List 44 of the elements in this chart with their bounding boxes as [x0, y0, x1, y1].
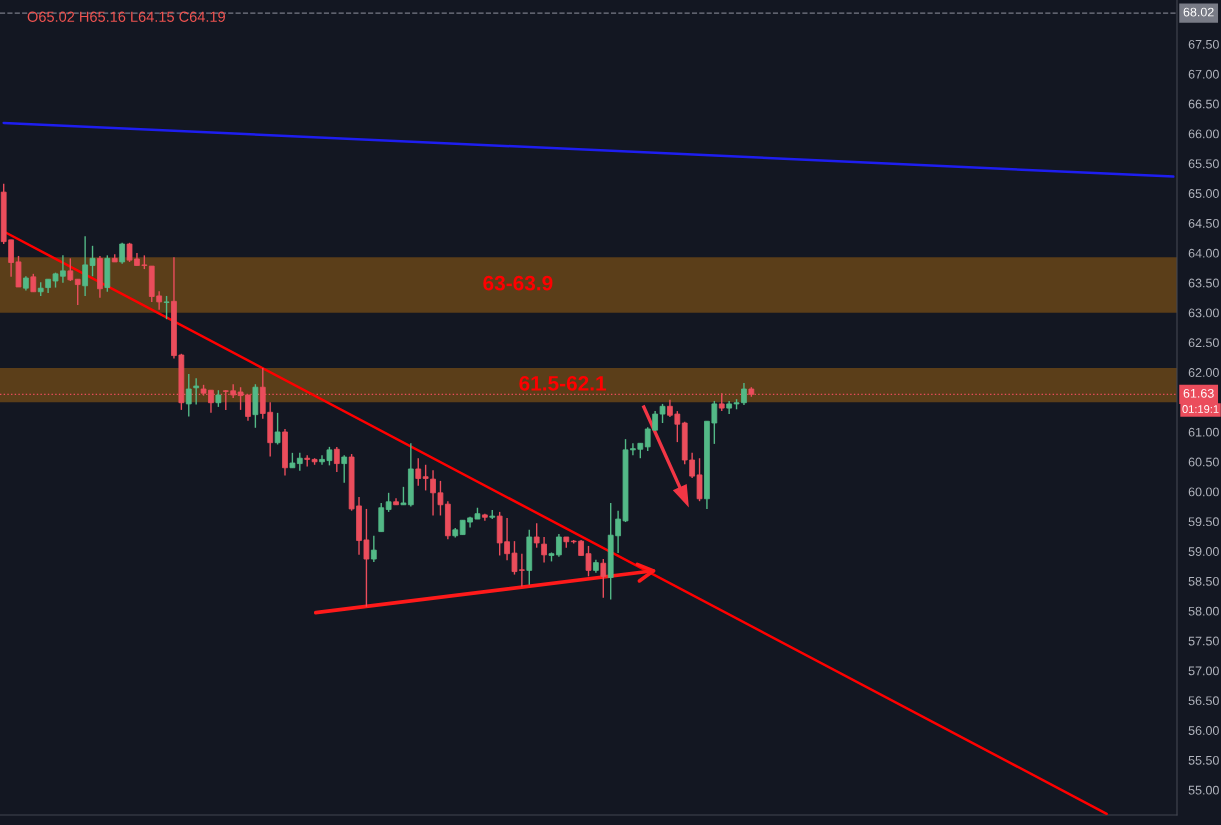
text: 01:19:1 [1182, 405, 1219, 413]
y-tick-label: 58.00 [1188, 606, 1219, 616]
y-tick-label: 64.50 [1188, 218, 1219, 228]
y-tick-label: 57.50 [1188, 636, 1219, 646]
y-tick-label: 62.50 [1188, 338, 1219, 348]
y-tick-label: 55.50 [1188, 755, 1219, 765]
y-tick-label: 55.00 [1188, 785, 1219, 795]
y-tick-label: 57.00 [1188, 666, 1219, 676]
y-tick-label: 66.00 [1188, 129, 1219, 139]
y-tick-label: 59.50 [1188, 517, 1219, 527]
candlestick [385, 492, 392, 513]
candlestick [74, 278, 81, 306]
y-tick-label: 64.00 [1188, 248, 1219, 258]
candlestick [163, 295, 170, 320]
y-tick-label: 60.00 [1188, 487, 1219, 497]
candlestick [370, 535, 377, 563]
y-tick-label: 66.50 [1188, 99, 1219, 109]
candlestick [185, 373, 192, 418]
band-label: 63-63.9 [483, 275, 553, 291]
y-tick-label: 65.50 [1188, 159, 1219, 169]
y-tick-label: 58.50 [1188, 576, 1219, 586]
y-tick-label: 56.00 [1188, 726, 1219, 735]
annotation: O65.02 H65.16 L64.15 C64.19 [27, 11, 225, 22]
candlestick [415, 457, 422, 487]
ref-line-label: 68.02 [1183, 7, 1214, 17]
y-tick-label: 63.00 [1188, 308, 1219, 318]
band-label: 61.5-62.1 [519, 375, 607, 391]
candlestick [333, 446, 340, 473]
y-tick-label: 67.00 [1188, 69, 1219, 79]
y-tick-label: 67.50 [1188, 39, 1219, 49]
candlestick [341, 454, 348, 484]
y-tick-label: 65.00 [1188, 189, 1219, 198]
candlestick [600, 558, 607, 599]
candlestick [67, 257, 74, 282]
y-tick-label: 60.50 [1188, 457, 1219, 467]
y-tick-label: 56.50 [1188, 696, 1219, 706]
y-tick-label: 63.50 [1188, 278, 1219, 288]
y-tick-label: 61.00 [1188, 427, 1219, 437]
y-tick-label: 62.00 [1188, 368, 1219, 377]
y-tick-label: 59.00 [1188, 547, 1219, 556]
candlestick [274, 412, 281, 446]
candlestick [378, 502, 385, 533]
candlestick [193, 377, 200, 406]
ref-line-label: 61.63 [1183, 388, 1214, 398]
